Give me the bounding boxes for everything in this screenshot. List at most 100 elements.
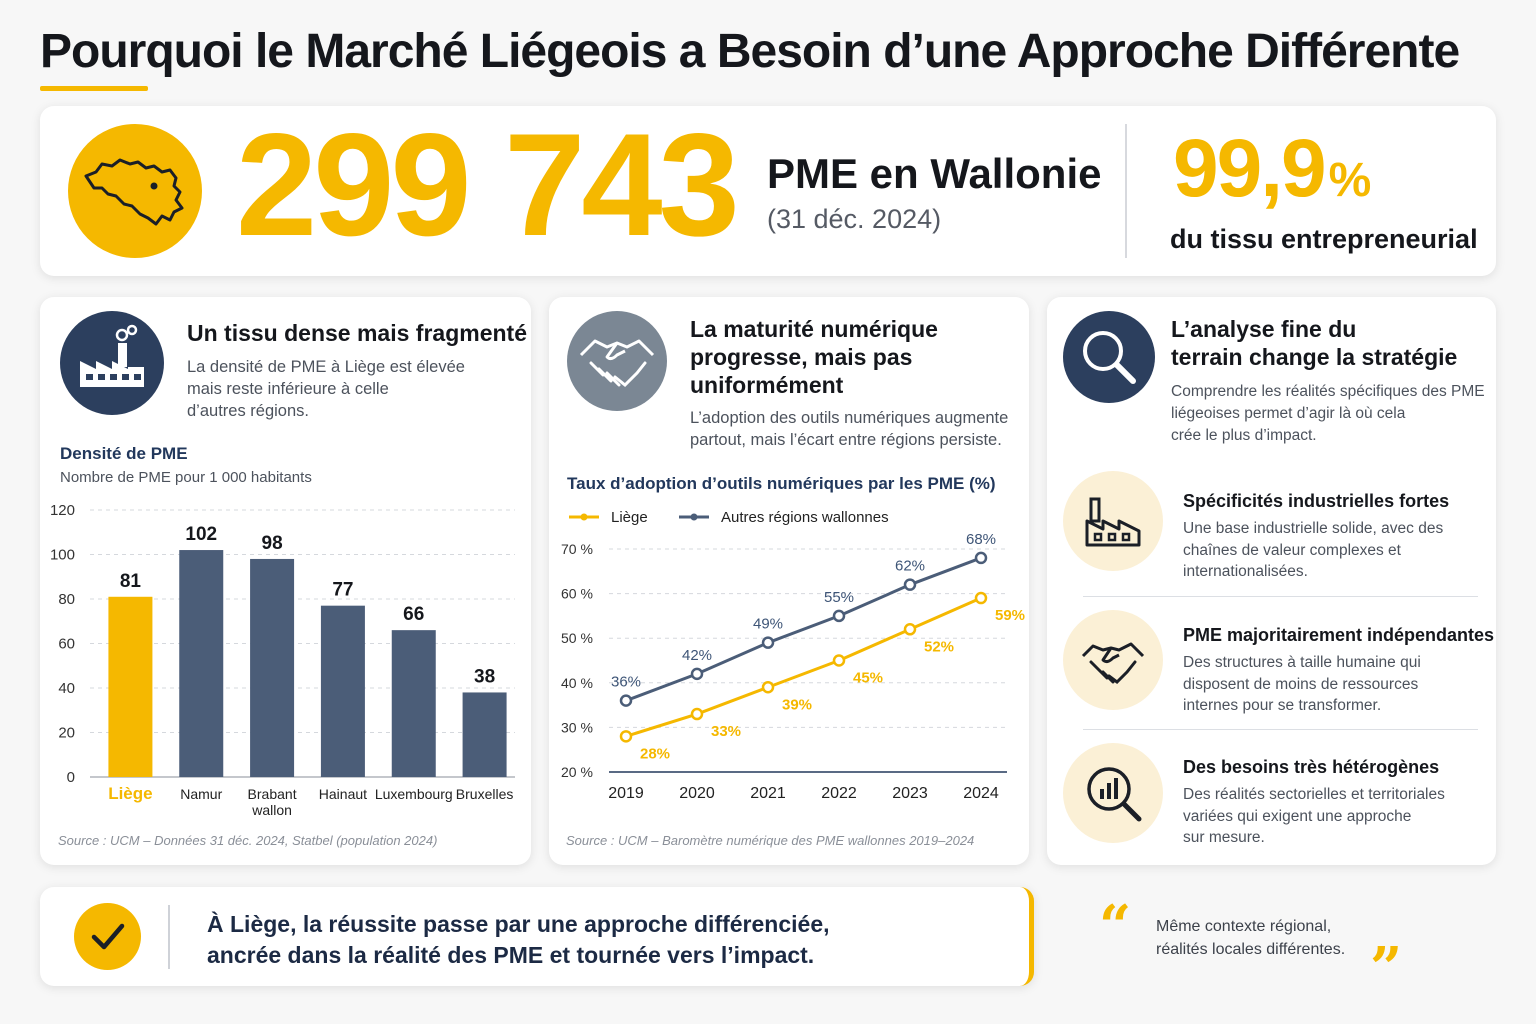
bar <box>320 605 365 777</box>
line-x-tick: 2023 <box>892 785 928 802</box>
series-point <box>974 591 988 605</box>
legend-item: Liège <box>569 509 648 526</box>
feature-text: Une base industrielle solide, avec des c… <box>1183 518 1443 583</box>
digital-title: La maturité numérique progresse, mais pa… <box>690 315 938 399</box>
bar-y-tick: 60 <box>58 636 75 653</box>
handshake-icon <box>1063 610 1163 710</box>
bar <box>108 596 153 777</box>
series-point <box>832 609 846 623</box>
line-chart: Liège Autres régions wallonnes 20 % 30 % 40 … <box>561 509 1025 802</box>
quote-close-icon: ” <box>1370 935 1403 1001</box>
bar-value-label: 98 <box>262 533 283 554</box>
bar-category-label: Hainaut <box>319 786 367 802</box>
bar <box>391 630 436 777</box>
belgium-map-icon <box>68 124 202 258</box>
series-point <box>903 578 917 591</box>
feature-text-line: disposent de moins de ressources <box>1183 675 1419 693</box>
analysis-text-line: crée le plus d’impact. <box>1171 427 1317 444</box>
quote-line: réalités locales différentes. <box>1156 941 1346 958</box>
bar-chart: 0 20 40 60 80 100 120 81 Liège 102 Namur 98 Brabantw… <box>50 502 515 818</box>
series-point <box>832 654 846 667</box>
percent-sign: % <box>1328 154 1372 207</box>
series-line <box>625 596 982 738</box>
feature-text-line: Une base industrielle solide, avec des <box>1183 520 1444 537</box>
bar-chart-subtitle: Nombre de PME pour 1 000 habitants <box>60 469 312 486</box>
pme-label: PME en Wallonie <box>767 150 1102 197</box>
series-data-label: 52% <box>924 638 954 655</box>
line-chart-title: Taux d’adoption d’outils numériques par … <box>567 474 996 493</box>
feature-text-line: Des structures à taille humaine qui <box>1183 654 1421 671</box>
conclusion-divider <box>168 905 170 969</box>
series-point <box>761 681 775 694</box>
feature-title: Des besoins très hétérogènes <box>1183 757 1440 777</box>
percent-figure: 99,9% <box>1173 128 1372 210</box>
digital-panel: La maturité numérique progresse, mais pa… <box>549 297 1029 865</box>
check-icon <box>74 903 141 970</box>
feature-text-line: internes pour se transformer. <box>1183 697 1382 714</box>
bar-value-label: 66 <box>403 604 424 625</box>
bar-category-label: Luxembourg <box>375 786 453 802</box>
analysis-panel: L’analyse fine du terrain change la stra… <box>1047 297 1496 865</box>
series-point <box>974 551 988 565</box>
series-point <box>903 623 917 636</box>
digital-title-line: La maturité numérique <box>690 316 938 342</box>
analysis-title: L’analyse fine du terrain change la stra… <box>1171 315 1457 371</box>
digital-text-line: L’adoption des outils numériques augment… <box>690 409 1009 427</box>
series-data-label: 62% <box>895 558 925 575</box>
series-point <box>690 707 704 721</box>
digital-text: L’adoption des outils numériques augment… <box>690 407 1008 451</box>
line-x-tick: 2021 <box>750 785 786 802</box>
bar-category-label: Brabant <box>248 786 297 802</box>
legend-marker <box>580 513 588 521</box>
feature-title: PME majoritairement indépendantes <box>1183 625 1495 645</box>
line-y-tick: 50 % <box>561 630 593 646</box>
series-data-label: 45% <box>853 670 883 687</box>
line-x-tick: 2020 <box>679 785 715 802</box>
feature-text-line: Des réalités sectorielles et territorial… <box>1183 786 1445 803</box>
conclusion-card: À Liège, la réussite passe par une appro… <box>40 887 1034 986</box>
line-x-tick: 2022 <box>821 785 857 802</box>
feature-text-line: internationalisées. <box>1183 563 1308 580</box>
series-data-label: 33% <box>711 723 741 740</box>
legend-label: Liège <box>611 509 648 526</box>
analysis-text-line: liégeoises permet d’agir là où cela <box>1171 405 1406 422</box>
line-y-tick: 60 % <box>561 586 593 602</box>
handshake-icon <box>567 311 667 411</box>
series-data-label: 49% <box>753 616 783 633</box>
series-line <box>625 556 982 703</box>
page-title: Pourquoi le Marché Liégeois a Besoin d’u… <box>40 25 1460 78</box>
legend-marker <box>690 513 698 521</box>
feature-text-line: sur mesure. <box>1183 829 1265 846</box>
line-y-tick: 20 % <box>561 764 593 780</box>
bar-category-label: Liège <box>108 784 152 803</box>
pme-date: (31 déc. 2024) <box>767 204 942 234</box>
density-text-line: d’autres régions. <box>187 402 309 420</box>
title-underline <box>40 86 148 91</box>
quote-text: Même contexte régional, réalités locales… <box>1156 915 1345 961</box>
legend-label: Autres régions wallonnes <box>721 509 889 526</box>
series-data-label: 39% <box>782 696 812 713</box>
bar-value-label: 102 <box>185 524 217 545</box>
factory-icon <box>60 311 164 415</box>
line-x-tick: 2024 <box>963 785 999 802</box>
series-data-label: 55% <box>824 589 854 606</box>
digital-title-line: uniformément <box>690 372 844 398</box>
digital-title-line: progresse, mais pas <box>690 344 913 370</box>
series-data-label: 28% <box>640 745 670 762</box>
bar-y-tick: 100 <box>50 547 75 564</box>
analysis-title-line: terrain change la stratégie <box>1171 344 1458 370</box>
bar-value-label: 77 <box>332 580 353 601</box>
factory-icon <box>1063 471 1163 571</box>
density-text-line: mais reste inférieure à celle <box>187 380 389 398</box>
bar <box>462 692 507 777</box>
hero-divider <box>1125 124 1127 258</box>
line-x-tick: 2019 <box>608 785 644 802</box>
feature-text: Des réalités sectorielles et territorial… <box>1183 784 1445 849</box>
bar-y-tick: 0 <box>67 769 75 786</box>
quote-line: Même contexte régional, <box>1156 918 1332 935</box>
chart-magnifier-icon <box>1063 743 1163 843</box>
line-y-tick: 40 % <box>561 675 593 691</box>
feature-divider <box>1083 596 1478 597</box>
analysis-text-line: Comprendre les réalités spécifiques des … <box>1171 383 1485 400</box>
percent-value: 99,9 <box>1173 123 1327 214</box>
